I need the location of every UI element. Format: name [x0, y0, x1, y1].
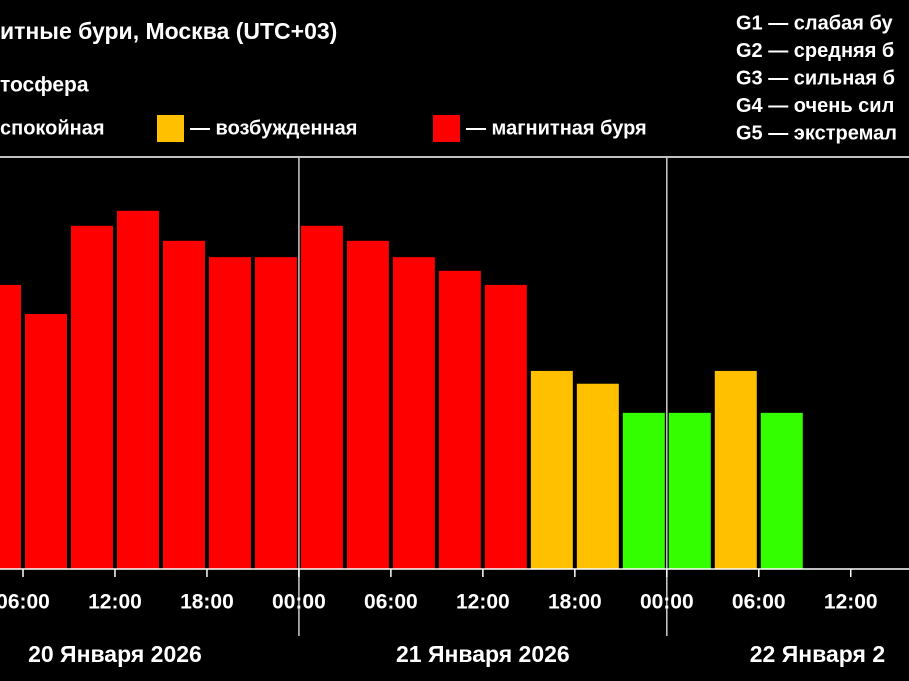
bar	[530, 370, 573, 569]
bar	[392, 257, 435, 569]
bar	[24, 314, 67, 569]
x-tick-label: 00:00	[640, 591, 694, 614]
bar	[760, 412, 803, 569]
legend-label: — магнитная буря	[466, 117, 647, 139]
bar	[668, 412, 711, 569]
bar	[300, 225, 343, 569]
legend-swatch	[433, 115, 460, 142]
bar	[346, 240, 389, 569]
scale-legend-label: G2 — средняя б	[736, 40, 894, 62]
x-tick-label: 18:00	[180, 591, 234, 614]
bar	[254, 257, 297, 569]
x-tick-label: 06:00	[364, 591, 418, 614]
scale-legend-label: G3 — сильная б	[736, 67, 895, 89]
legend-label: — возбужденная	[190, 117, 357, 139]
x-tick-label: 12:00	[88, 591, 142, 614]
x-tick-label: 18:00	[548, 591, 602, 614]
bar	[70, 225, 113, 569]
legend-swatch	[157, 115, 184, 142]
x-tick-label: 12:00	[824, 591, 878, 614]
chart-title: итные бури, Москва (UTC+03)	[0, 18, 337, 44]
bar	[162, 240, 205, 569]
bar	[208, 257, 251, 569]
bar	[116, 210, 159, 569]
x-tick-label: 06:00	[0, 591, 50, 614]
bar	[484, 284, 527, 569]
day-label: 20 Января 2026	[28, 641, 202, 667]
bar	[0, 284, 21, 569]
legend-label: спокойная	[0, 117, 105, 139]
scale-legend-label: G1 — слабая бу	[736, 12, 894, 34]
day-label: 22 Января 2	[750, 641, 885, 667]
x-tick-label: 00:00	[272, 591, 326, 614]
bar	[438, 270, 481, 569]
chart-subtitle: тосфера	[0, 74, 89, 97]
bar	[714, 370, 757, 569]
bar	[576, 383, 619, 569]
scale-legend-label: G4 — очень сил	[736, 95, 894, 117]
x-tick-label: 12:00	[456, 591, 510, 614]
day-label: 21 Января 2026	[396, 641, 570, 667]
x-tick-label: 06:00	[732, 591, 786, 614]
scale-legend-label: G5 — экстремал	[736, 122, 897, 144]
bar	[622, 412, 665, 569]
